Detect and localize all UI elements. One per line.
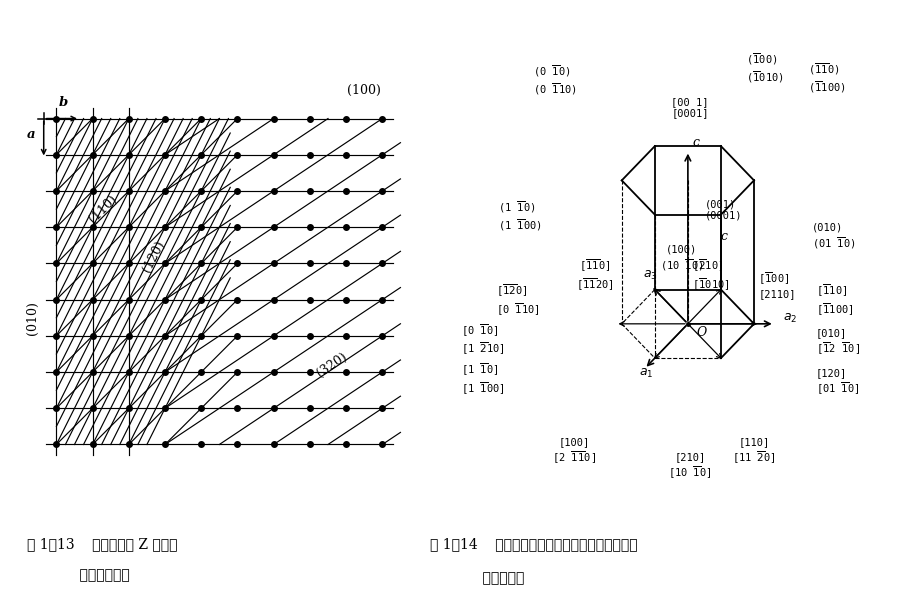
Text: [$\overline{2}$10]
[$\overline{1}$010]: [$\overline{2}$10] [$\overline{1}$010] <box>692 258 729 293</box>
Text: c: c <box>721 230 728 243</box>
Text: [$\overline{1}$$\overline{1}$0]
[$\overline{1}$$\overline{1}$20]: [$\overline{1}$$\overline{1}$0] [$\overl… <box>576 258 614 293</box>
Text: (010): (010) <box>27 301 39 335</box>
Text: [00 1]
[0001]: [00 1] [0001] <box>671 97 708 119</box>
Text: a: a <box>27 128 36 142</box>
Text: [1 $\overline{1}$0]
[1 $\overline{1}$00]: [1 $\overline{1}$0] [1 $\overline{1}$00] <box>461 362 505 397</box>
Text: [120]
[01 $\overline{1}$0]: [120] [01 $\overline{1}$0] <box>816 368 860 397</box>
Text: $a_3$: $a_3$ <box>643 269 657 282</box>
Text: ($\overline{1}$00)
($\overline{1}$010): ($\overline{1}$00) ($\overline{1}$010) <box>746 51 783 85</box>
Text: (010)
(01 $\overline{1}$0): (010) (01 $\overline{1}$0) <box>812 222 856 251</box>
Text: $a_2$: $a_2$ <box>783 312 797 326</box>
Text: (100)
(10 $\overline{1}$0): (100) (10 $\overline{1}$0) <box>660 245 704 273</box>
Text: (120): (120) <box>141 238 167 274</box>
Text: b: b <box>59 96 69 109</box>
Text: [0 $\overline{1}$0]
[1 $\overline{2}$10]: [0 $\overline{1}$0] [1 $\overline{2}$10] <box>461 322 505 357</box>
Text: 面的晶面指数: 面的晶面指数 <box>27 568 130 582</box>
Text: (0 $\overline{1}$0)
(0 $\overline{1}$10): (0 $\overline{1}$0) (0 $\overline{1}$10) <box>533 64 577 97</box>
Text: (1 $\overline{1}$0)
(1 $\overline{1}$00): (1 $\overline{1}$0) (1 $\overline{1}$00) <box>498 200 542 233</box>
Text: [210]
[10 $\overline{1}$0]: [210] [10 $\overline{1}$0] <box>668 452 712 481</box>
Text: [$\overline{1}$10]
[$\overline{1}$100]: [$\overline{1}$10] [$\overline{1}$100] <box>816 282 854 318</box>
Text: 图 1－14    六方晶系中三轴、四轴定向的晶面指数: 图 1－14 六方晶系中三轴、四轴定向的晶面指数 <box>430 538 637 552</box>
Text: $a_1$: $a_1$ <box>640 367 654 380</box>
Text: c: c <box>692 136 699 148</box>
Text: [$\overline{1}$00]
[2110]: [$\overline{1}$00] [2110] <box>758 271 796 299</box>
Text: [110]
[11 $\overline{2}$0]: [110] [11 $\overline{2}$0] <box>732 437 776 466</box>
Text: (100): (100) <box>347 84 381 97</box>
Text: 图 1－13    若干平行于 Z 轴的晶: 图 1－13 若干平行于 Z 轴的晶 <box>27 538 178 552</box>
Text: 和晶向指数: 和晶向指数 <box>430 571 524 585</box>
Text: O: O <box>696 326 707 339</box>
Text: (001)
(0001): (001) (0001) <box>705 199 742 221</box>
Text: (110): (110) <box>87 192 120 225</box>
Text: [100]
[2 $\overline{1}$$\overline{1}$0]: [100] [2 $\overline{1}$$\overline{1}$0] <box>552 437 596 466</box>
Text: (320): (320) <box>314 350 349 379</box>
Text: [$\overline{1}$$\overline{2}$0]
[0 $\overline{1}$10]: [$\overline{1}$$\overline{2}$0] [0 $\ove… <box>495 282 539 318</box>
Text: ($\overline{1}$$\overline{1}$0)
($\overline{1}$100): ($\overline{1}$$\overline{1}$0) ($\overl… <box>808 61 845 95</box>
Text: [010]
[$\overline{1}$2 $\overline{1}$0]: [010] [$\overline{1}$2 $\overline{1}$0] <box>816 329 860 357</box>
